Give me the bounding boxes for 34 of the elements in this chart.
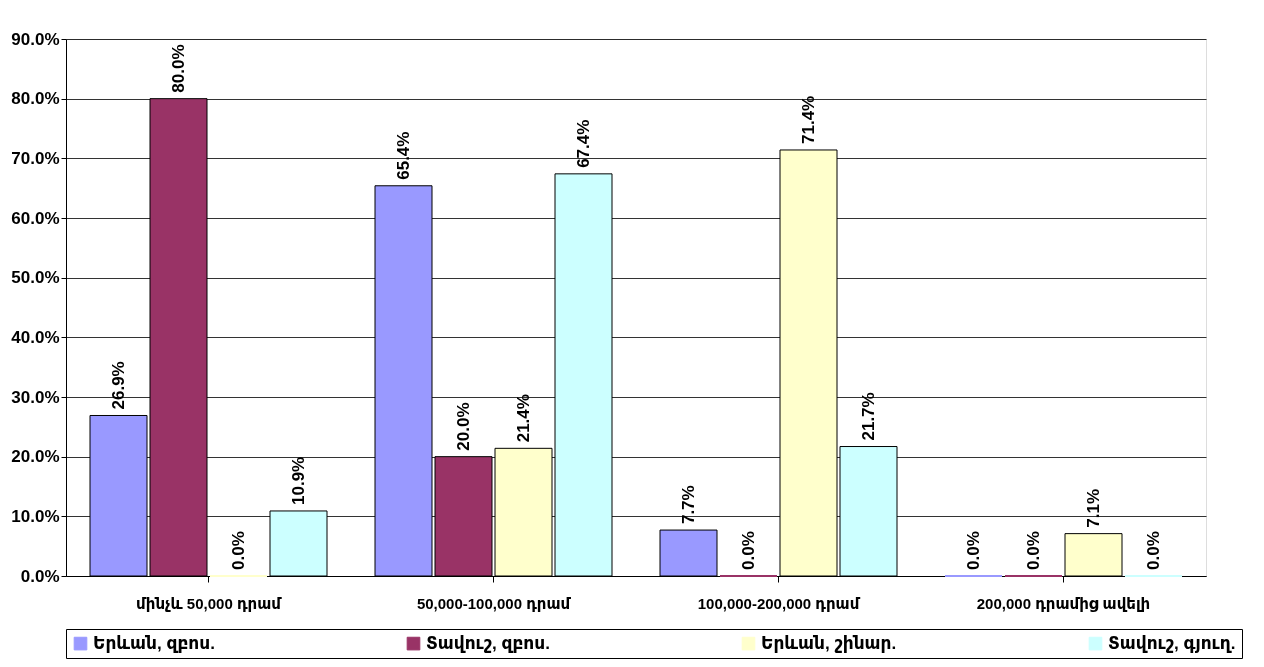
y-tick-label: 70.0% — [11, 148, 60, 168]
data-label: 65.4% — [393, 131, 413, 180]
y-tick-label: 30.0% — [11, 387, 60, 407]
y-tick-label: 80.0% — [11, 89, 60, 109]
legend-label: Տավուշ, զբոս. — [426, 633, 550, 653]
y-tick-label: 20.0% — [11, 447, 60, 467]
data-label: 21.4% — [513, 394, 533, 443]
legend-label: Տավուշ, գյուղ. — [1108, 633, 1236, 653]
y-tick-label: 40.0% — [11, 327, 60, 347]
data-label: 0.0% — [963, 531, 983, 570]
data-label: 67.4% — [573, 119, 593, 168]
y-tick-label: 10.0% — [11, 506, 60, 526]
y-tick-label: 0.0% — [20, 566, 60, 586]
x-tick-label: 100,000-200,000 դրամ — [697, 594, 861, 612]
y-tick-label: 50.0% — [11, 268, 60, 288]
x-tick-label: 200,000 դրամից ավելի — [976, 594, 1151, 612]
x-tick-label: 50,000-100,000 դրամ — [416, 594, 572, 612]
legend-label: Երևան, զբոս. — [93, 633, 215, 653]
data-label: 7.7% — [678, 485, 698, 525]
data-label: 71.4% — [798, 95, 818, 144]
data-label: 7.1% — [1083, 488, 1103, 528]
data-label: 0.0% — [1143, 531, 1163, 570]
y-tick-label: 90.0% — [11, 29, 60, 49]
data-label: 10.9% — [288, 456, 308, 505]
data-label: 21.7% — [858, 392, 878, 441]
y-tick-label: 60.0% — [11, 208, 60, 228]
data-label: 20.0% — [453, 402, 473, 451]
x-tick-label: մինչև 50,000 դրամ — [136, 594, 283, 612]
data-label: 80.0% — [168, 44, 188, 93]
data-label: 0.0% — [1023, 531, 1043, 570]
data-label: 26.9% — [108, 361, 128, 410]
data-label: 0.0% — [738, 531, 758, 570]
data-label: 0.0% — [228, 531, 248, 570]
legend-label: Երևան, շինար. — [761, 633, 897, 653]
